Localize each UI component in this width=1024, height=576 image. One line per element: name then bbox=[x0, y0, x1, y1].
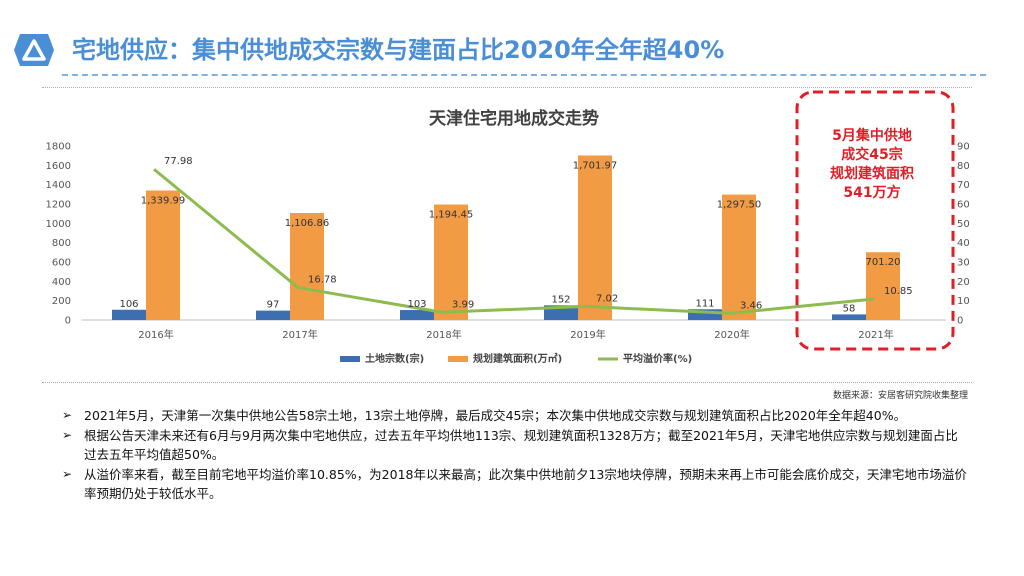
x-tick-label: 2017年 bbox=[282, 328, 317, 341]
y-right-tick-label: 0 bbox=[957, 316, 963, 327]
x-tick-label: 2018年 bbox=[426, 328, 461, 341]
y-left-tick-label: 1000 bbox=[46, 219, 71, 230]
bar-land-count bbox=[400, 310, 434, 320]
line-premium-rate bbox=[153, 168, 875, 315]
bar-land-count bbox=[112, 309, 146, 320]
arrow-bullet-icon: ➢ bbox=[62, 467, 73, 481]
legend-label-planned-area: 规划建筑面积(万㎡) bbox=[473, 352, 562, 365]
source-note: 数据来源：安居客研究院收集整理 bbox=[832, 391, 968, 401]
data-label-planned-area: 1,339.99 bbox=[141, 195, 186, 206]
x-tick-label: 2019年 bbox=[570, 328, 605, 341]
y-right-tick-label: 60 bbox=[957, 200, 970, 211]
y-right-tick-label: 40 bbox=[957, 238, 970, 249]
y-right-tick-label: 30 bbox=[957, 258, 970, 269]
callout-text-line: 5月集中供地 bbox=[832, 127, 912, 144]
bullet-item: ➢ 从溢价率来看，截至目前宅地平均溢价率10.85%，为2018年以来最高；此次集… bbox=[62, 465, 970, 503]
chart-frame-top bbox=[42, 87, 972, 88]
bar-planned-area bbox=[146, 190, 180, 320]
y-left-tick-label: 0 bbox=[65, 316, 71, 327]
data-label-planned-area: 1,701.97 bbox=[573, 160, 618, 171]
y-right-tick-label: 10 bbox=[957, 296, 970, 307]
data-label-land-count: 97 bbox=[267, 300, 280, 311]
x-tick-label: 2016年 bbox=[138, 328, 173, 341]
data-label-planned-area: 1,194.45 bbox=[429, 210, 474, 221]
callout-text-line: 541万方 bbox=[843, 184, 900, 201]
y-left-tick-label: 1400 bbox=[46, 180, 71, 191]
y-left-tick-label: 600 bbox=[52, 258, 71, 269]
legend-swatch-land-count bbox=[340, 356, 360, 362]
arrow-bullet-icon: ➢ bbox=[62, 408, 73, 422]
callout-box bbox=[795, 90, 955, 351]
data-label-land-count: 58 bbox=[843, 303, 856, 314]
data-label-planned-area: 1,297.50 bbox=[717, 200, 762, 211]
data-label-land-count: 111 bbox=[695, 298, 714, 309]
data-label-premium-rate: 10.85 bbox=[884, 286, 913, 297]
data-label-land-count: 106 bbox=[119, 299, 138, 310]
y-left-tick-label: 1200 bbox=[46, 200, 71, 211]
y-left-tick-label: 1600 bbox=[46, 161, 71, 172]
bar-planned-area bbox=[578, 155, 612, 320]
bullet-item: ➢ 2021年5月，天津第一次集中供地公告58宗土地，13宗土地停牌，最后成交45… bbox=[62, 406, 970, 425]
y-left-tick-label: 200 bbox=[52, 296, 71, 307]
y-left-tick-label: 800 bbox=[52, 238, 71, 249]
y-right-tick-label: 90 bbox=[957, 142, 970, 153]
bullet-text: 从溢价率来看，截至目前宅地平均溢价率10.85%，为2018年以来最高；此次集中… bbox=[84, 467, 967, 501]
callout-text-line: 成交45宗 bbox=[841, 146, 902, 163]
data-label-premium-rate: 3.46 bbox=[740, 300, 762, 311]
y-right-tick-label: 70 bbox=[957, 180, 970, 191]
bullet-item: ➢ 根据公告天津未来还有6月与9月两次集中宅地供应，过去五年平均供地113宗、规划… bbox=[62, 426, 970, 464]
chart-title: 天津住宅用地成交走势 bbox=[429, 108, 599, 129]
callout-text-line: 规划建筑面积 bbox=[830, 165, 914, 182]
y-right-tick-label: 20 bbox=[957, 277, 970, 288]
y-right-tick-label: 50 bbox=[957, 219, 970, 230]
bar-planned-area bbox=[722, 194, 756, 320]
bullet-text: 2021年5月，天津第一次集中供地公告58宗土地，13宗土地停牌，最后成交45宗… bbox=[84, 408, 907, 423]
y-left-tick-label: 400 bbox=[52, 277, 71, 288]
data-label-land-count: 103 bbox=[407, 299, 426, 310]
legend-label-land-count: 土地宗数(宗) bbox=[365, 352, 424, 365]
x-tick-label: 2021年 bbox=[858, 328, 893, 341]
y-right-tick-label: 80 bbox=[957, 161, 970, 172]
arrow-bullet-icon: ➢ bbox=[62, 428, 73, 442]
bar-land-count bbox=[256, 310, 290, 320]
chart-frame-bottom bbox=[42, 382, 972, 383]
bar-land-count bbox=[832, 314, 866, 320]
bar-planned-area bbox=[290, 213, 324, 320]
bar-land-count bbox=[688, 309, 722, 320]
data-label-premium-rate: 77.98 bbox=[164, 156, 193, 167]
bar-planned-area bbox=[434, 204, 468, 320]
data-label-premium-rate: 16.78 bbox=[308, 275, 337, 286]
data-label-land-count: 152 bbox=[551, 294, 570, 305]
y-left-tick-label: 1800 bbox=[46, 142, 71, 153]
bullet-list: ➢ 2021年5月，天津第一次集中供地公告58宗土地，13宗土地停牌，最后成交45… bbox=[62, 406, 970, 504]
data-label-premium-rate: 7.02 bbox=[596, 293, 618, 304]
company-logo-icon bbox=[14, 34, 54, 66]
legend-label-premium-rate: 平均溢价率(%) bbox=[623, 352, 692, 365]
title-divider bbox=[62, 74, 986, 76]
bullet-text: 根据公告天津未来还有6月与9月两次集中宅地供应，过去五年平均供地113宗、规划建… bbox=[84, 428, 958, 462]
slide-title: 宅地供应：集中供地成交宗数与建面占比2020年全年超40% bbox=[72, 36, 725, 64]
data-label-premium-rate: 3.99 bbox=[452, 299, 474, 310]
data-label-planned-area: 701.20 bbox=[866, 257, 901, 268]
data-label-planned-area: 1,106.86 bbox=[285, 218, 330, 229]
x-tick-label: 2020年 bbox=[714, 328, 749, 341]
legend-swatch-planned-area bbox=[448, 356, 468, 362]
bar-planned-area bbox=[866, 252, 900, 320]
